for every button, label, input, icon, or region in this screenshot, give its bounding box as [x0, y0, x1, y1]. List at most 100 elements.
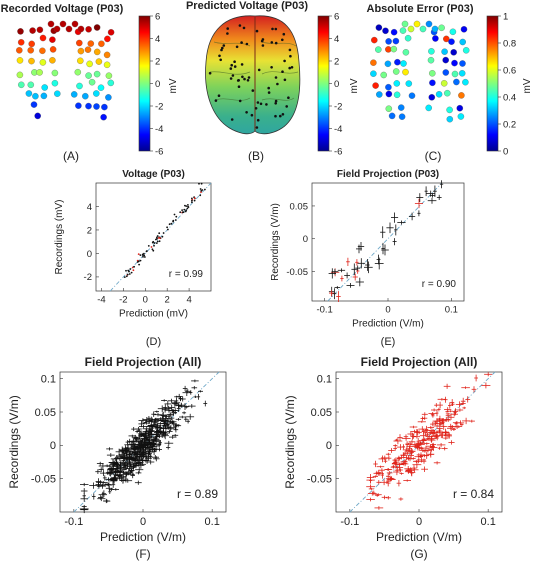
panel-b-title: Predicted Voltage (P03): [186, 0, 308, 12]
electrode-dot: [444, 89, 451, 97]
brain-electrode-dot: [283, 59, 286, 63]
electrode-dot: [388, 112, 396, 120]
data-point: [355, 259, 359, 266]
electrode-dot: [462, 47, 470, 54]
data-point: [426, 436, 430, 440]
electrode-dot: [88, 78, 96, 86]
data-point: [135, 444, 141, 452]
electrode-dot: [27, 47, 34, 54]
data-point: [133, 436, 139, 439]
electrode-dot: [385, 90, 393, 98]
data-point: [136, 429, 143, 433]
data-point: [168, 416, 175, 420]
data-point: [153, 244, 155, 247]
data-point: [137, 438, 142, 445]
data-point: [372, 490, 376, 496]
data-point: [439, 180, 444, 189]
data-points: [328, 180, 444, 302]
data-point: [427, 451, 434, 458]
data-point: [123, 276, 126, 278]
data-point: [139, 452, 148, 455]
correlation-label: r = 0.84: [453, 487, 494, 501]
data-point: [452, 421, 461, 425]
brain-electrode-dot: [236, 79, 240, 82]
brain-electrode-dot: [241, 75, 244, 79]
data-point: [396, 444, 405, 451]
data-point: [373, 470, 380, 476]
data-point: [436, 443, 446, 447]
electrode-dot: [392, 37, 400, 45]
x-axis-label: Prediction (V/m): [352, 319, 424, 330]
data-point: [148, 430, 153, 434]
data-point: [111, 481, 116, 488]
brain-electrode-dot: [245, 111, 248, 114]
data-point: [447, 414, 455, 420]
electrode-dot: [435, 91, 443, 98]
data-point: [391, 212, 399, 223]
data-point: [156, 429, 163, 433]
data-point: [448, 402, 452, 409]
data-point: [484, 372, 493, 377]
data-point: [395, 462, 404, 467]
colorbar-c-tick-label: 0.2: [503, 120, 516, 131]
data-point: [197, 393, 201, 400]
data-point: [427, 430, 434, 435]
brain-electrode-dot: [214, 99, 218, 102]
electrode-dot: [448, 38, 455, 45]
brain-electrode-dot: [265, 103, 268, 106]
data-point: [436, 429, 443, 433]
electrode-dot: [95, 58, 103, 65]
data-point: [436, 194, 442, 200]
data-point: [405, 441, 409, 448]
data-point: [465, 396, 471, 403]
data-point: [123, 478, 133, 483]
data-point: [374, 493, 382, 497]
data-point: [374, 506, 384, 510]
colorbar-b-tick-label: -6: [334, 147, 342, 158]
data-point: [179, 415, 186, 419]
data-point: [393, 458, 397, 463]
data-point: [356, 244, 362, 254]
data-point: [385, 479, 391, 487]
data-point: [97, 496, 106, 502]
data-point: [144, 434, 152, 441]
data-point: [157, 422, 164, 425]
data-point: [150, 246, 153, 248]
data-point: [384, 468, 393, 471]
data-point: [152, 433, 160, 436]
data-point: [481, 382, 491, 389]
data-point: [159, 237, 161, 239]
y-tick-label: 4: [87, 202, 92, 213]
electrode-dot: [77, 57, 84, 65]
data-point: [108, 489, 112, 494]
electrode-dot: [370, 70, 377, 77]
electrode-dot: [54, 90, 61, 97]
data-point: [138, 434, 144, 437]
electrode-dot: [458, 92, 465, 99]
data-point: [143, 421, 147, 424]
data-point: [191, 201, 193, 204]
brain-electrode-dot: [219, 58, 222, 62]
data-point: [152, 420, 158, 425]
data-point: [193, 197, 196, 200]
data-point: [118, 453, 122, 457]
data-point: [191, 379, 199, 383]
data-point: [156, 237, 158, 240]
data-point: [383, 459, 388, 464]
brain-electrode-dot: [231, 74, 235, 77]
data-point: [346, 257, 350, 266]
data-point: [380, 471, 384, 479]
panel-b: Predicted Voltage (P03) 6 4 2 0 -2 -4 -6 mV (B…: [186, 0, 360, 163]
data-point: [425, 432, 430, 436]
data-point: [203, 400, 208, 407]
brain-electrode-dot: [285, 105, 289, 108]
data-point: [158, 240, 161, 243]
data-point: [141, 431, 151, 435]
electrode-dot: [34, 112, 41, 120]
brain-electrode-dot: [274, 99, 278, 103]
data-point: [429, 193, 436, 198]
brain-electrode-dot: [267, 86, 271, 90]
data-point: [131, 266, 134, 269]
electrode-dot: [49, 46, 57, 53]
data-point: [91, 493, 96, 500]
